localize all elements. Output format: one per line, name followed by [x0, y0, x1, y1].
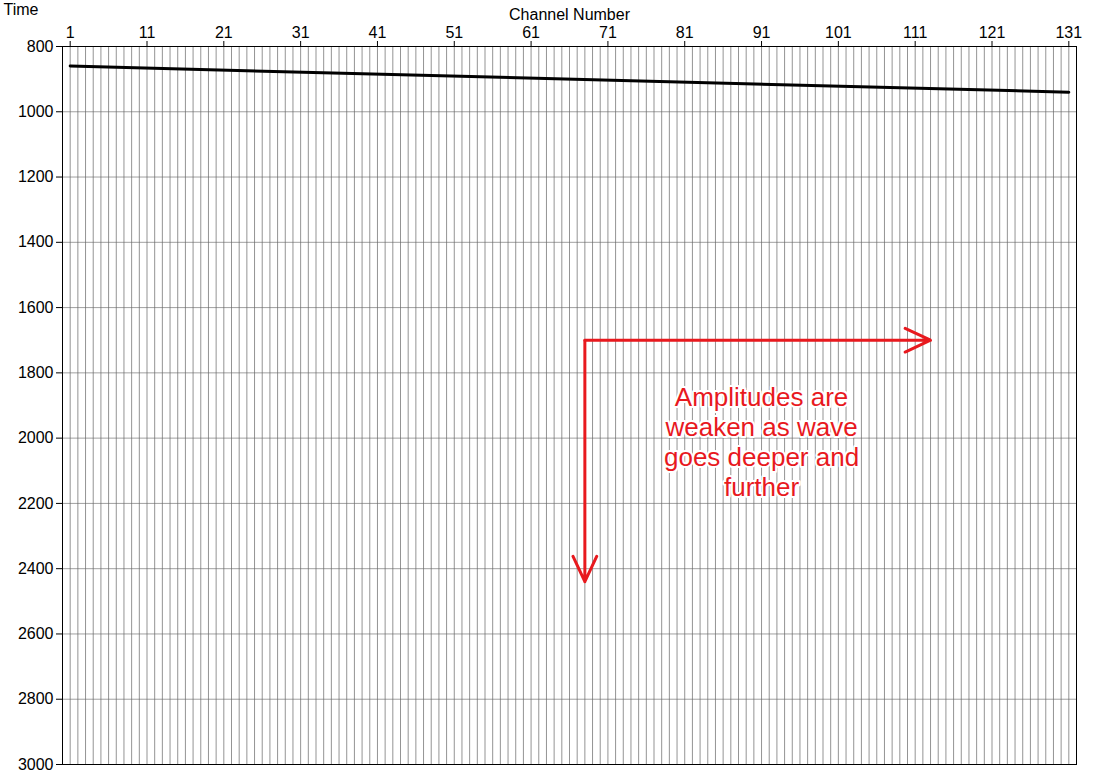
svg-text:1000: 1000 [18, 103, 54, 120]
svg-text:Time: Time [4, 1, 39, 18]
svg-text:3000: 3000 [18, 756, 54, 773]
svg-text:1200: 1200 [18, 168, 54, 185]
svg-text:1600: 1600 [18, 299, 54, 316]
svg-text:31: 31 [292, 24, 310, 41]
svg-text:2400: 2400 [18, 560, 54, 577]
svg-text:51: 51 [445, 24, 463, 41]
svg-text:21: 21 [215, 24, 233, 41]
svg-text:111: 111 [903, 24, 927, 41]
svg-text:61: 61 [522, 24, 540, 41]
svg-text:81: 81 [676, 24, 694, 41]
svg-text:2600: 2600 [18, 625, 54, 642]
svg-text:2200: 2200 [18, 495, 54, 512]
svg-text:121: 121 [979, 24, 1006, 41]
svg-text:41: 41 [369, 24, 387, 41]
svg-text:131: 131 [1055, 24, 1082, 41]
svg-text:1: 1 [66, 24, 75, 41]
svg-text:101: 101 [825, 24, 852, 41]
svg-text:1800: 1800 [18, 364, 54, 381]
svg-text:Channel Number: Channel Number [509, 6, 631, 23]
svg-text:91: 91 [753, 24, 771, 41]
svg-text:1400: 1400 [18, 233, 54, 250]
svg-text:2000: 2000 [18, 429, 54, 446]
svg-text:11: 11 [139, 24, 156, 41]
svg-text:2800: 2800 [18, 690, 54, 707]
svg-text:800: 800 [27, 38, 54, 55]
svg-text:Amplitudes areweaken as wavego: Amplitudes areweaken as wavegoes deeper … [664, 382, 859, 502]
svg-text:71: 71 [599, 24, 617, 41]
